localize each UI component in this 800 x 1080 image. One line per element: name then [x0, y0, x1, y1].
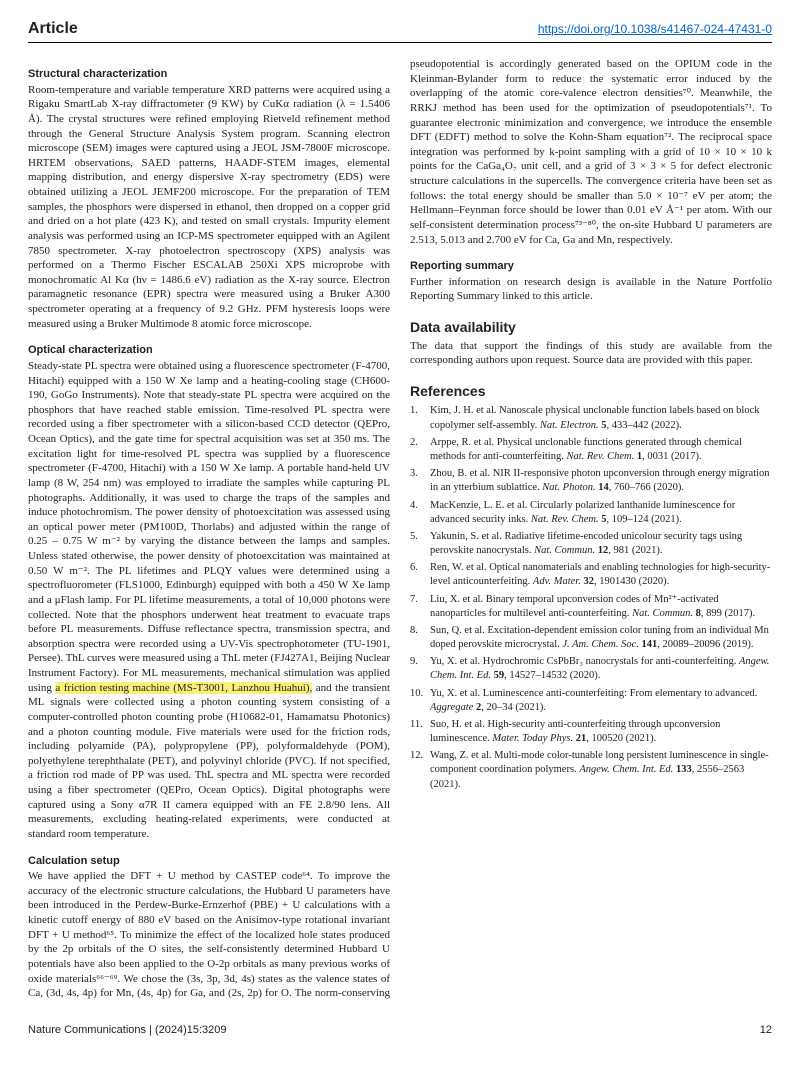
- journal-label: Article: [28, 20, 78, 38]
- para-data: The data that support the findings of th…: [410, 339, 772, 368]
- reference-item: Ren, W. et al. Optical nanomaterials and…: [410, 561, 772, 589]
- heading-data: Data availability: [410, 318, 772, 337]
- reference-item: Yu, X. et al. Hydrochromic CsPbBr₃ nanoc…: [410, 655, 772, 683]
- content-columns: Structural characterization Room-tempera…: [28, 57, 772, 1012]
- reference-item: Wang, Z. et al. Multi-mode color-tunable…: [410, 749, 772, 792]
- reference-item: Yakunin, S. et al. Radiative lifetime-en…: [410, 530, 772, 558]
- references-list: Kim, J. H. et al. Nanoscale physical unc…: [410, 404, 772, 791]
- reference-item: Sun, Q. et al. Excitation-dependent emis…: [410, 624, 772, 652]
- reference-item: Arppe, R. et al. Physical unclonable fun…: [410, 436, 772, 464]
- optical-pre: Steady-state PL spectra were obtained us…: [28, 360, 390, 694]
- heading-optical: Optical characterization: [28, 343, 390, 358]
- optical-highlight: a friction testing machine (MS-T3001, La…: [55, 682, 312, 694]
- reference-item: Yu, X. et al. Luminescence anti-counterf…: [410, 687, 772, 715]
- page-footer: Nature Communications | (2024)15:3209 12: [28, 1024, 772, 1036]
- doi-link[interactable]: https://doi.org/10.1038/s41467-024-47431…: [538, 22, 772, 36]
- para-reporting: Further information on research design i…: [410, 275, 772, 304]
- optical-post: and the transient ML signals were collec…: [28, 682, 390, 840]
- reference-item: Suo, H. et al. High-security anti-counte…: [410, 718, 772, 746]
- para-optical: Steady-state PL spectra were obtained us…: [28, 359, 390, 842]
- page-header: Article https://doi.org/10.1038/s41467-0…: [28, 20, 772, 43]
- heading-calc: Calculation setup: [28, 854, 390, 869]
- reference-item: MacKenzie, L. E. et al. Circularly polar…: [410, 499, 772, 527]
- para-structural: Room-temperature and variable temperatur…: [28, 83, 390, 332]
- footer-left: Nature Communications | (2024)15:3209: [28, 1024, 227, 1036]
- reference-item: Zhou, B. et al. NIR II-responsive photon…: [410, 467, 772, 495]
- heading-structural: Structural characterization: [28, 67, 390, 82]
- heading-reporting: Reporting summary: [410, 259, 772, 274]
- reference-item: Kim, J. H. et al. Nanoscale physical unc…: [410, 404, 772, 432]
- heading-references: References: [410, 382, 772, 401]
- reference-item: Liu, X. et al. Binary temporal upconvers…: [410, 593, 772, 621]
- footer-right: 12: [760, 1024, 772, 1036]
